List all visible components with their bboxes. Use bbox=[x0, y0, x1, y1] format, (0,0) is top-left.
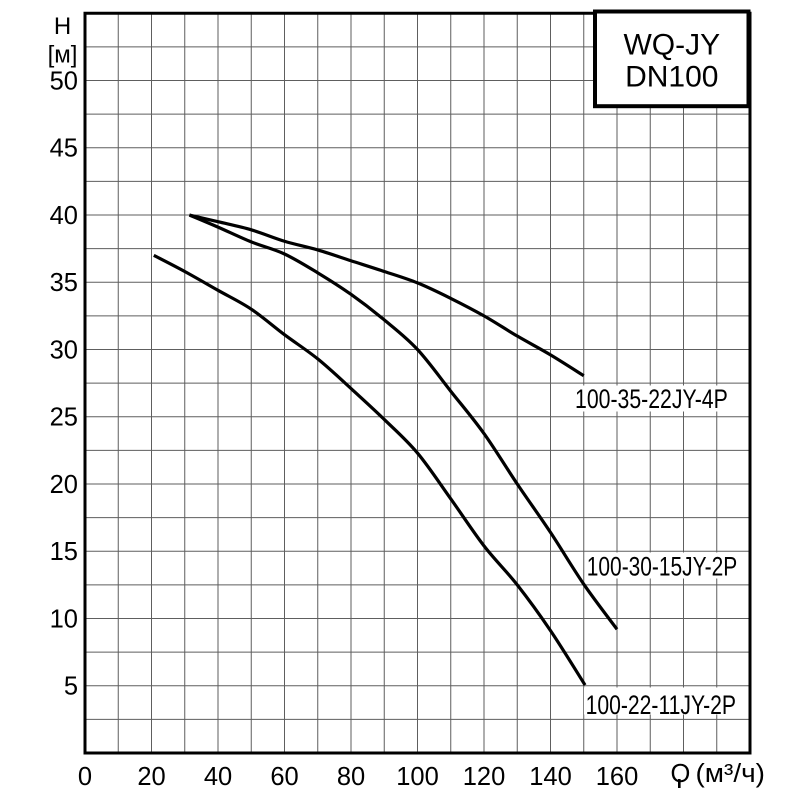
svg-text:50: 50 bbox=[50, 67, 78, 95]
svg-text:20: 20 bbox=[50, 471, 78, 499]
svg-text:60: 60 bbox=[270, 763, 298, 791]
svg-text:100-22-11JY-2P: 100-22-11JY-2P bbox=[586, 690, 736, 720]
svg-text:35: 35 bbox=[50, 269, 78, 297]
svg-text:10: 10 bbox=[50, 605, 78, 633]
svg-text:(м³/ч): (м³/ч) bbox=[696, 760, 766, 788]
svg-text:DN100: DN100 bbox=[625, 61, 718, 94]
svg-text:100: 100 bbox=[396, 763, 439, 791]
svg-text:20: 20 bbox=[137, 763, 165, 791]
svg-text:[м]: [м] bbox=[48, 42, 78, 69]
svg-text:45: 45 bbox=[50, 135, 78, 163]
svg-text:30: 30 bbox=[50, 336, 78, 364]
svg-text:40: 40 bbox=[204, 763, 232, 791]
svg-text:40: 40 bbox=[50, 202, 78, 230]
svg-text:100-30-15JY-2P: 100-30-15JY-2P bbox=[587, 552, 737, 582]
svg-text:120: 120 bbox=[463, 763, 506, 791]
svg-text:0: 0 bbox=[78, 763, 92, 791]
svg-text:140: 140 bbox=[529, 763, 572, 791]
svg-text:O: O bbox=[671, 760, 691, 788]
svg-text:H: H bbox=[54, 13, 71, 40]
svg-text:160: 160 bbox=[596, 763, 639, 791]
svg-text:15: 15 bbox=[50, 538, 78, 566]
svg-text:100-35-22JY-4P: 100-35-22JY-4P bbox=[575, 384, 728, 414]
svg-text:WQ-JY: WQ-JY bbox=[623, 28, 720, 61]
svg-text:25: 25 bbox=[50, 404, 78, 432]
svg-text:80: 80 bbox=[337, 763, 365, 791]
svg-text:5: 5 bbox=[64, 673, 78, 701]
